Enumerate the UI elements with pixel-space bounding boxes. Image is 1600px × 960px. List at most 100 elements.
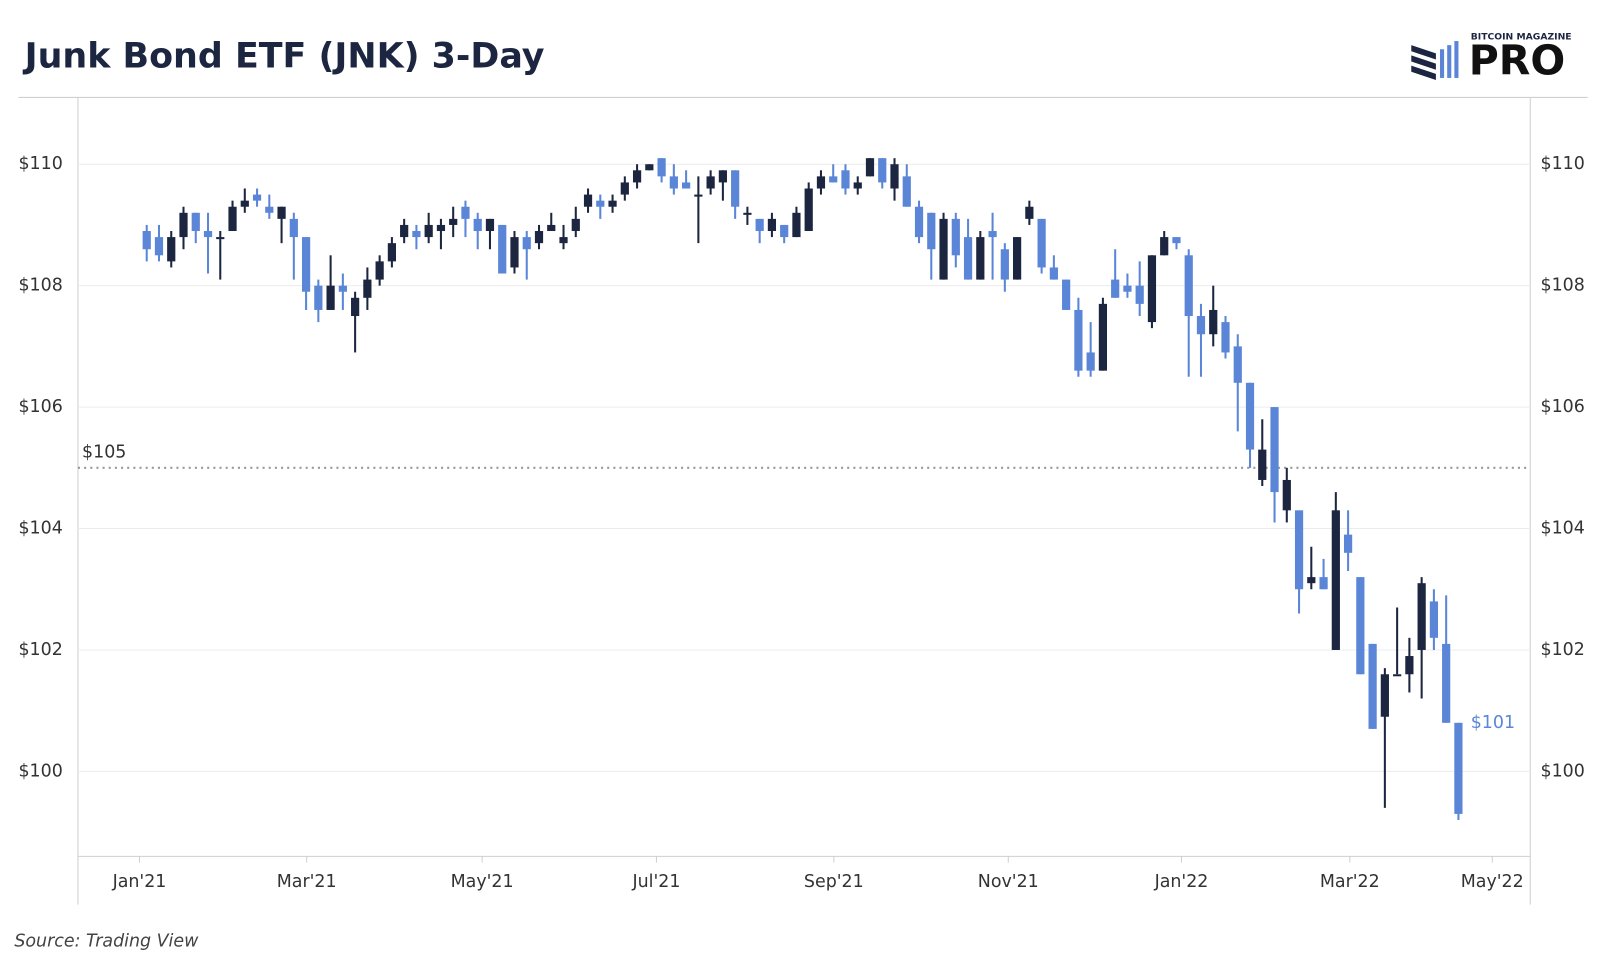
candle-body xyxy=(277,206,286,219)
candle-body xyxy=(706,176,715,189)
x-tick-label: Sep'21 xyxy=(804,872,864,892)
candle-body xyxy=(743,212,752,215)
candle-body xyxy=(1417,583,1426,650)
candle-body xyxy=(1307,577,1316,584)
candle-body xyxy=(1147,255,1157,323)
x-tick-label: May'22 xyxy=(1461,872,1524,892)
candle-body xyxy=(387,243,397,262)
candle-body xyxy=(890,164,899,189)
candle-body xyxy=(1184,255,1193,317)
x-tick-label: Mar'21 xyxy=(277,872,337,892)
y-tick-label: $100 xyxy=(18,761,62,781)
candle-body xyxy=(375,261,384,280)
candle-body xyxy=(1258,449,1267,480)
candle-body xyxy=(1442,643,1451,723)
candle-body xyxy=(1037,218,1046,268)
candle-body xyxy=(240,200,249,207)
candle-body xyxy=(1196,316,1206,335)
y2-tick-label: $100 xyxy=(1541,761,1585,781)
x-tick-label: Nov'21 xyxy=(978,872,1039,892)
candle-body xyxy=(645,164,654,171)
y2-tick-label: $104 xyxy=(1541,519,1585,539)
candle-body xyxy=(1405,656,1414,675)
y-tick-label: $108 xyxy=(18,276,62,296)
candle-body xyxy=(682,182,691,189)
candle-body xyxy=(583,194,593,207)
candle-body xyxy=(498,224,507,274)
candle-body xyxy=(632,170,642,183)
y2-tick-label: $102 xyxy=(1541,640,1585,660)
candle-body xyxy=(265,206,274,213)
plot: $100 $100 $102 $102 $104 $104 $106 $106 $108 $108… xyxy=(18,154,1584,892)
candle-body xyxy=(829,176,838,183)
logo-top: BITCOIN MAGAZINE xyxy=(1471,31,1572,42)
candle-body xyxy=(473,218,482,232)
candle-body xyxy=(326,285,335,310)
candle-body xyxy=(731,170,740,207)
candle-body xyxy=(1270,407,1279,493)
candle-body xyxy=(547,224,556,232)
candle-body xyxy=(1294,510,1304,590)
candle-body xyxy=(412,231,421,238)
chart-title: Junk Bond ETF (JNK) 3-Day xyxy=(23,36,545,76)
candle-body xyxy=(436,224,446,232)
candle-body xyxy=(718,170,727,183)
candle-body xyxy=(1086,352,1095,371)
candle-body xyxy=(400,224,409,238)
candle-body xyxy=(1245,382,1255,450)
source-note: Source: Trading View xyxy=(14,932,199,952)
candle-body xyxy=(1172,237,1181,244)
candle-body xyxy=(816,176,826,189)
candle-body xyxy=(461,206,470,219)
candle-body xyxy=(571,218,580,232)
candle-body xyxy=(1429,601,1439,638)
candle-body xyxy=(314,285,323,310)
candle-body xyxy=(620,182,629,195)
x-tick-label: May'21 xyxy=(451,872,514,892)
candle-body xyxy=(351,297,360,317)
logo-main: PRO xyxy=(1469,37,1566,85)
candle-body xyxy=(1049,267,1058,280)
y2-tick-label: $110 xyxy=(1541,154,1585,174)
candle-body xyxy=(669,176,678,189)
candle-body xyxy=(1393,674,1402,677)
candle-body xyxy=(1343,534,1353,553)
candle-body xyxy=(1012,237,1022,280)
candle-body xyxy=(1331,510,1340,650)
x-tick-label: Jan'21 xyxy=(112,872,167,892)
candle-body xyxy=(338,285,347,292)
candle-body xyxy=(1098,303,1108,371)
candle-body xyxy=(216,237,225,240)
candle-body xyxy=(449,218,458,225)
candle-body xyxy=(976,237,985,280)
candle-body xyxy=(1209,309,1218,335)
candle-body xyxy=(1062,279,1071,310)
candle-body xyxy=(939,218,948,280)
candle-body xyxy=(1221,322,1230,353)
candle-body xyxy=(228,206,237,232)
candle-body xyxy=(657,158,666,177)
candle-body xyxy=(1319,577,1328,590)
candle-body xyxy=(1233,346,1242,383)
candle-body xyxy=(142,231,151,250)
candle-body xyxy=(485,218,495,232)
candle-body xyxy=(534,231,544,244)
candle-body xyxy=(510,237,519,268)
candle-body xyxy=(289,218,298,238)
candle-body xyxy=(1380,674,1389,717)
candle-body xyxy=(424,224,433,238)
y-tick-label: $104 xyxy=(18,519,62,539)
x-tick-label: Mar'22 xyxy=(1320,872,1380,892)
candle-body xyxy=(988,231,997,238)
x-tick-label: Jul'21 xyxy=(631,872,680,892)
logo-icon xyxy=(1411,41,1459,80)
y2-tick-label: $106 xyxy=(1541,397,1585,417)
y-tick-label: $102 xyxy=(18,640,62,660)
candle-body xyxy=(902,176,911,207)
x-tick-label: Jan'22 xyxy=(1154,872,1209,892)
y2-tick-label: $108 xyxy=(1541,276,1585,296)
candle-body xyxy=(1111,279,1120,298)
candle-body xyxy=(203,231,213,238)
